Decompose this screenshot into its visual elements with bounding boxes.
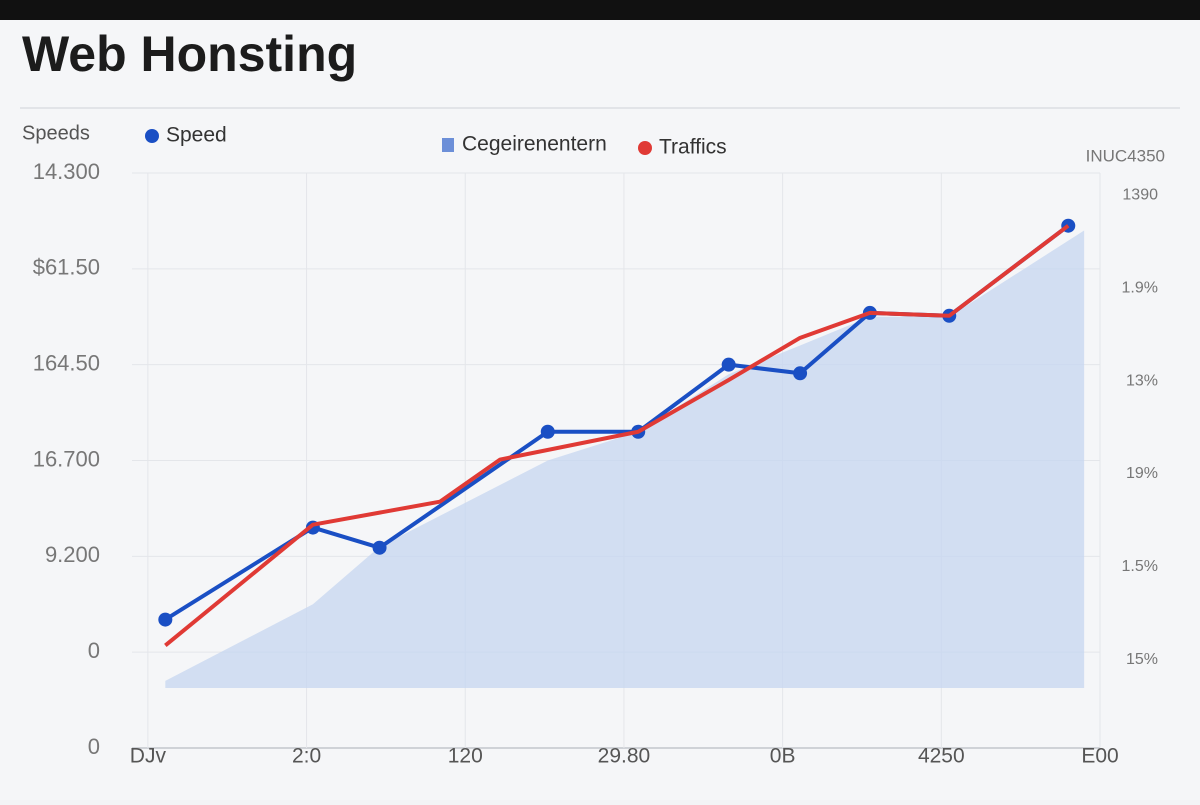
y2-tick-label: 13% bbox=[1126, 372, 1158, 389]
x-tick-label: 4250 bbox=[918, 745, 965, 768]
legend-label: Speed bbox=[166, 124, 227, 147]
y-tick-label: 9.200 bbox=[45, 542, 100, 567]
y-tick-label: 16.700 bbox=[33, 446, 100, 471]
marker bbox=[540, 424, 555, 439]
y-tick-label: 0 bbox=[88, 638, 100, 663]
y-tick-label: 0 bbox=[88, 734, 100, 759]
marker bbox=[372, 540, 387, 555]
legend-label: Cegeirenentern bbox=[462, 133, 607, 156]
x-tick-label: E00 bbox=[1081, 745, 1118, 768]
y2-tick-label: 1390 bbox=[1122, 187, 1158, 204]
y-tick-label: 14.300 bbox=[33, 159, 100, 184]
area bbox=[165, 230, 1085, 688]
marker bbox=[158, 612, 173, 627]
marker bbox=[721, 357, 736, 372]
screen-bezel bbox=[0, 0, 1200, 20]
legend-swatch bbox=[638, 141, 652, 155]
x-tick-label: 120 bbox=[448, 745, 483, 768]
x-tick-label: 2:0 bbox=[292, 745, 321, 768]
y-tick-label: $61.50 bbox=[33, 255, 100, 280]
chart-title: Web Honsting bbox=[22, 26, 357, 82]
y-tick-label: 164.50 bbox=[33, 350, 100, 375]
y2-axis-title: INUC4350 bbox=[1086, 146, 1165, 165]
x-tick-label: 0B bbox=[770, 745, 796, 768]
legend-swatch bbox=[442, 138, 454, 152]
x-tick-label: 29.80 bbox=[598, 745, 651, 768]
y2-tick-label: 19% bbox=[1126, 465, 1158, 482]
y2-tick-label: 1.5% bbox=[1122, 558, 1158, 575]
legend-label: Traffics bbox=[659, 136, 727, 159]
marker bbox=[793, 366, 808, 381]
legend-swatch bbox=[145, 129, 159, 143]
y2-tick-label: 15% bbox=[1126, 651, 1158, 668]
x-tick-label: DJv bbox=[130, 745, 167, 768]
line bbox=[164, 224, 1070, 648]
y2-tick-label: 1.9% bbox=[1122, 279, 1158, 296]
y-axis-title: Speeds bbox=[22, 122, 90, 144]
